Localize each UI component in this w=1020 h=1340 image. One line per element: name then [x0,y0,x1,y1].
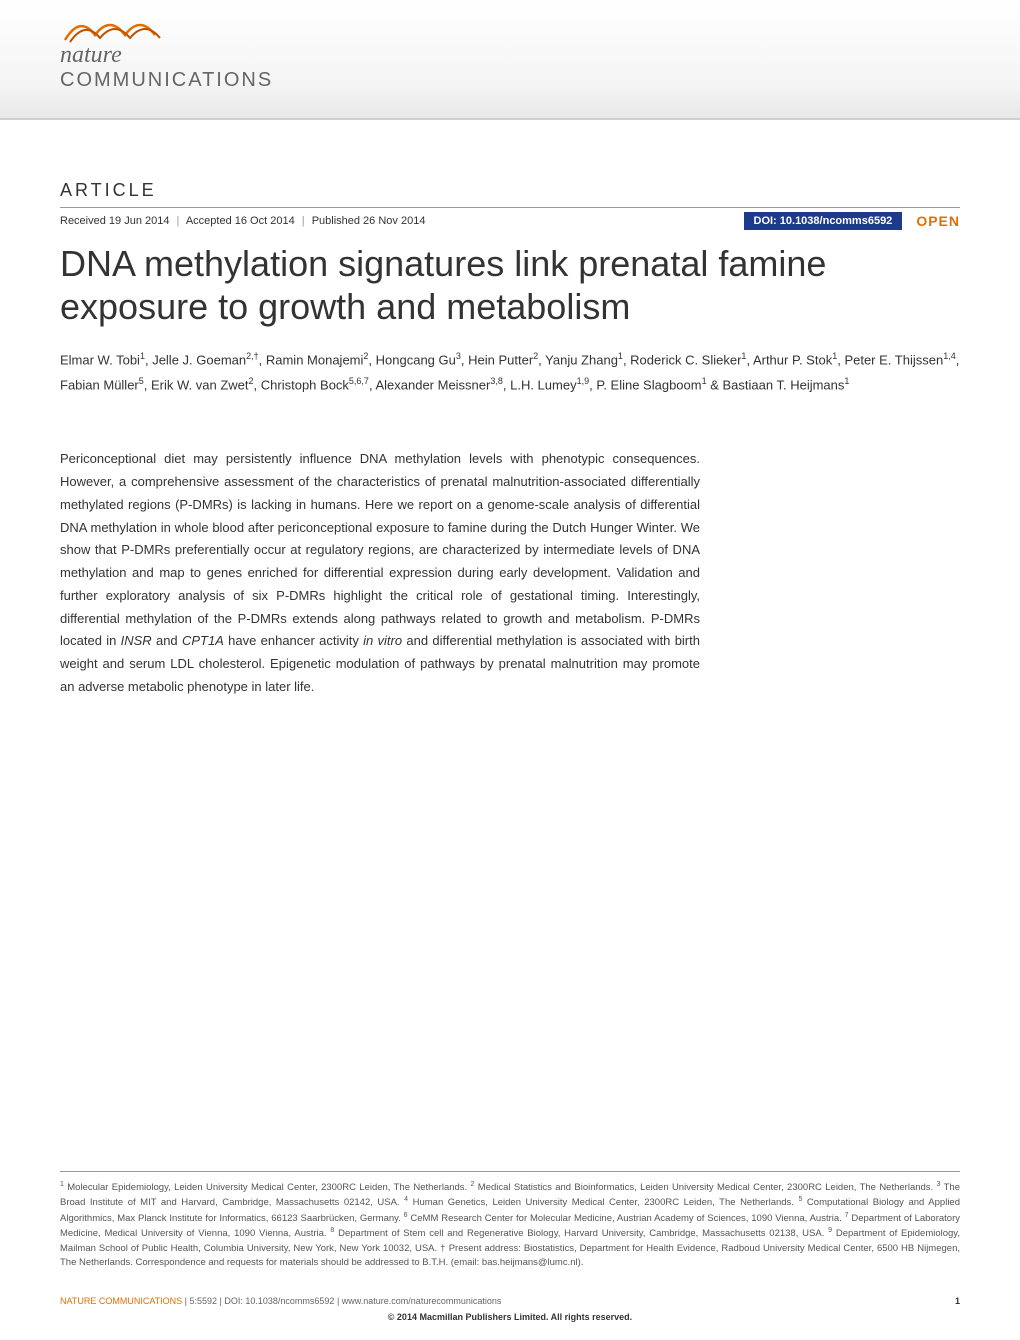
page-number: 1 [955,1296,960,1306]
doi-badge[interactable]: DOI: 10.1038/ncomms6592 [744,212,903,230]
journal-name-line1: nature [60,42,122,69]
article-meta-line: Received 19 Jun 2014 | Accepted 16 Oct 2… [60,207,960,230]
open-access-label: OPEN [916,213,960,229]
footer-rest: | 5:5592 | DOI: 10.1038/ncomms6592 | www… [182,1296,501,1306]
footer-brand: NATURE COMMUNICATIONS [60,1296,182,1306]
received-date: Received 19 Jun 2014 [60,215,169,227]
footer-citation: NATURE COMMUNICATIONS | 5:5592 | DOI: 10… [60,1296,501,1306]
article-content: ARTICLE Received 19 Jun 2014 | Accepted … [0,120,1020,699]
copyright-text: © 2014 Macmillan Publishers Limited. All… [388,1312,632,1322]
meta-separator: | [302,215,305,227]
article-dates: Received 19 Jun 2014 | Accepted 16 Oct 2… [60,215,726,227]
author-list: Elmar W. Tobi1, Jelle J. Goeman2,†, Rami… [60,348,960,398]
journal-name-line2: COMMUNICATIONS [60,69,273,92]
meta-separator: | [177,215,180,227]
article-type-label: ARTICLE [60,180,960,201]
article-title: DNA methylation signatures link prenatal… [60,242,960,328]
journal-header: nature COMMUNICATIONS [0,0,1020,120]
affiliations-block: 1 Molecular Epidemiology, Leiden Univers… [60,1171,960,1270]
abstract-text: Periconceptional diet may persistently i… [60,448,700,698]
published-date: Published 26 Nov 2014 [312,215,426,227]
accepted-date: Accepted 16 Oct 2014 [186,215,295,227]
journal-logo: nature COMMUNICATIONS [60,10,1020,92]
footer-citation-line: NATURE COMMUNICATIONS | 5:5592 | DOI: 10… [60,1296,960,1306]
page-footer: NATURE COMMUNICATIONS | 5:5592 | DOI: 10… [60,1296,960,1322]
